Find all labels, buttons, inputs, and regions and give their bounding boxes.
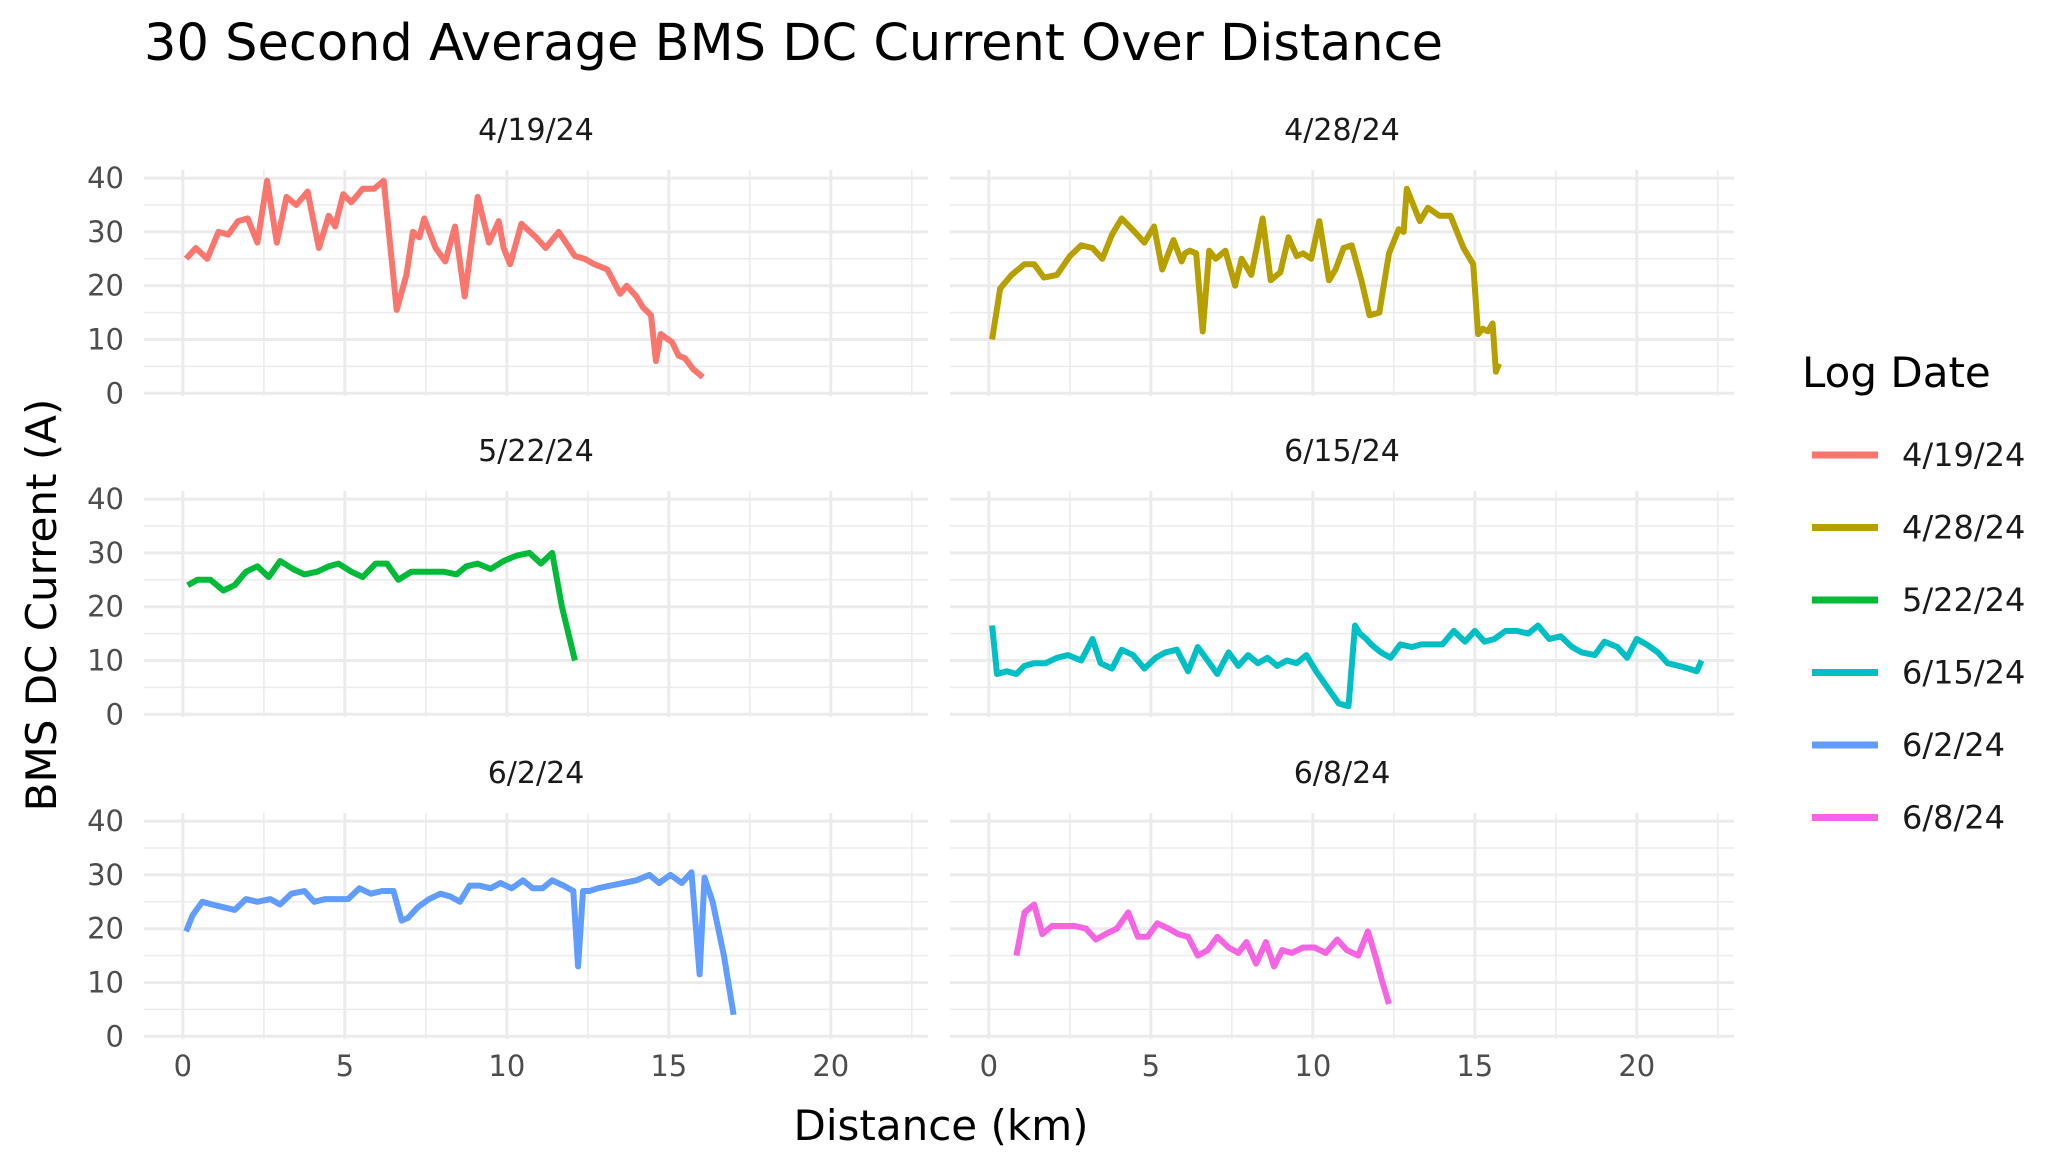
legend-title: Log Date (1802, 348, 1991, 397)
legend: Log Date 4/19/24 4/28/24 5/22/24 6/15/24 6/2… (1802, 348, 2025, 837)
series-line-6-2-24 (183, 869, 737, 1016)
x-tick-label: 10 (488, 1049, 525, 1083)
legend-item: 6/8/24 (1812, 799, 2005, 837)
y-tick-label: 10 (87, 323, 124, 357)
facet-panel: 5/22/24 0 10 20 30 40 (87, 434, 928, 731)
legend-label: 4/19/24 (1902, 436, 2025, 474)
series-line-4-28-24 (989, 185, 1502, 375)
legend-item: 4/19/24 (1812, 436, 2025, 474)
x-tick-label: 15 (1456, 1049, 1493, 1083)
legend-label: 6/2/24 (1902, 726, 2005, 764)
series-line-6-15-24 (989, 622, 1705, 710)
series-line-6-8-24 (1013, 901, 1392, 1005)
facet-strip-label: 6/8/24 (1294, 756, 1391, 791)
x-tick-label: 5 (336, 1049, 354, 1083)
x-tick-label: 20 (812, 1049, 849, 1083)
y-tick-label: 0 (106, 1019, 124, 1053)
facet-panel: 6/15/24 (950, 434, 1734, 717)
legend-label: 6/8/24 (1902, 799, 2005, 837)
series-line-5-22-24 (186, 549, 578, 662)
y-tick-label: 40 (87, 804, 124, 838)
facet-panel: 4/19/24 0 10 20 30 40 (87, 113, 928, 410)
facet-strip-label: 5/22/24 (478, 434, 594, 469)
y-axis-title: BMS DC Current (A) (17, 399, 66, 812)
facet-strip-label: 4/19/24 (478, 113, 594, 148)
y-tick-label: 40 (87, 482, 124, 516)
legend-label: 5/22/24 (1902, 581, 2025, 619)
chart-title: 30 Second Average BMS DC Current Over Di… (144, 14, 1443, 73)
x-tick-label: 0 (980, 1049, 998, 1083)
y-tick-label: 30 (87, 215, 124, 249)
y-tick-label: 10 (87, 644, 124, 678)
x-tick-label: 15 (650, 1049, 687, 1083)
y-tick-label: 0 (106, 697, 124, 731)
legend-label: 4/28/24 (1902, 509, 2025, 547)
x-tick-label: 20 (1618, 1049, 1655, 1083)
legend-label: 6/15/24 (1902, 654, 2025, 692)
x-tick-label: 10 (1294, 1049, 1331, 1083)
legend-item: 6/15/24 (1812, 654, 2025, 692)
facet-panel: 4/28/24 (950, 113, 1734, 396)
x-axis-title: Distance (km) (793, 1101, 1088, 1150)
x-tick-label: 5 (1142, 1049, 1160, 1083)
y-tick-label: 30 (87, 858, 124, 892)
facet-strip-label: 4/28/24 (1284, 113, 1400, 148)
series-line-4-19-24 (183, 177, 705, 380)
x-tick-label: 0 (174, 1049, 192, 1083)
legend-item: 5/22/24 (1812, 581, 2025, 619)
facet-strip-label: 6/15/24 (1284, 434, 1400, 469)
y-tick-label: 20 (87, 269, 124, 303)
facet-panel: 6/8/24 0 5 10 15 20 (950, 756, 1734, 1083)
legend-item: 4/28/24 (1812, 509, 2025, 547)
y-tick-label: 20 (87, 912, 124, 946)
facet-panel: 6/2/24 0 10 20 30 40 0 5 10 15 20 (87, 756, 928, 1083)
y-tick-label: 20 (87, 590, 124, 624)
facet-panels: 4/19/240102030404/28/245/22/240102030406… (87, 113, 1734, 1083)
y-tick-label: 0 (106, 376, 124, 410)
y-tick-label: 10 (87, 966, 124, 1000)
y-tick-label: 40 (87, 161, 124, 195)
legend-item: 6/2/24 (1812, 726, 2005, 764)
y-tick-label: 30 (87, 536, 124, 570)
facet-strip-label: 6/2/24 (488, 756, 585, 791)
